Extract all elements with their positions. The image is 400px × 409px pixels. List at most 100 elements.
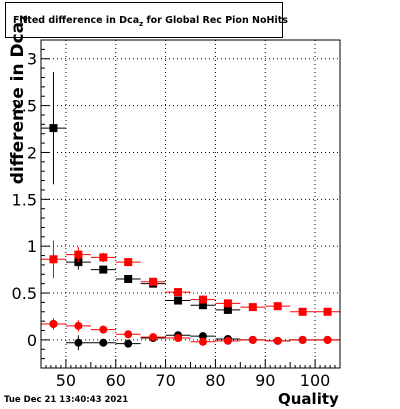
- y-axis-label-subscript: z: [16, 14, 31, 22]
- x-tick-label: 70: [155, 371, 175, 390]
- data-point: [65, 247, 91, 263]
- plot-frame: [40, 39, 341, 369]
- data-point: [215, 305, 241, 314]
- data-point: [41, 71, 66, 185]
- square-marker: [124, 274, 133, 283]
- square-marker: [198, 301, 207, 310]
- title-subscript: z: [139, 19, 144, 28]
- square-marker: [124, 258, 133, 267]
- y-axis-label: difference in Dcaz: [8, 15, 30, 184]
- square-marker: [99, 253, 108, 262]
- x-axis-label: Quality: [278, 390, 339, 408]
- data-point: [65, 320, 91, 332]
- data-point: [215, 336, 241, 345]
- x-tick-label: 60: [106, 371, 126, 390]
- circle-marker: [198, 332, 207, 341]
- data-point: [90, 338, 116, 347]
- y-tick-label: 0.5: [12, 284, 37, 303]
- data-point: [165, 288, 191, 297]
- square-marker: [174, 296, 183, 305]
- series-1: [41, 71, 241, 314]
- x-tick-label: 50: [56, 371, 76, 390]
- y-tick-label: 1: [27, 237, 37, 256]
- data-point: [240, 335, 266, 344]
- square-marker: [174, 288, 183, 297]
- y-tick-label: 2: [27, 143, 37, 162]
- title-box: Fitted difference in Dcaz for Global Rec…: [5, 2, 288, 38]
- data-point: [290, 307, 316, 316]
- data-point: [90, 265, 116, 274]
- square-marker: [248, 303, 257, 312]
- chart-title: Fitted difference in Dcaz for Global Rec…: [13, 15, 288, 28]
- data-series: [41, 71, 340, 351]
- grid-lines: [41, 40, 340, 368]
- title-suffix: for Global Rec Pion NoHits: [143, 15, 288, 26]
- data-point: [190, 295, 216, 304]
- data-point: [115, 339, 141, 348]
- data-point: [290, 335, 316, 344]
- circle-marker: [223, 336, 232, 345]
- data-point: [140, 277, 166, 286]
- circle-marker: [124, 330, 133, 339]
- circle-marker: [124, 339, 133, 348]
- axis-ticks: [40, 39, 341, 369]
- square-marker: [223, 299, 232, 308]
- square-marker: [223, 305, 232, 314]
- square-marker: [49, 255, 58, 264]
- data-point: [240, 303, 266, 312]
- data-point: [315, 335, 340, 344]
- circle-marker: [298, 335, 307, 344]
- circle-marker: [49, 319, 58, 328]
- data-point: [115, 330, 141, 339]
- y-tick-label: 2.5: [12, 97, 37, 116]
- data-point: [115, 258, 141, 267]
- circle-marker: [74, 338, 83, 347]
- square-marker: [99, 265, 108, 274]
- square-marker: [149, 277, 158, 286]
- data-point: [165, 296, 191, 305]
- timestamp: Tue Dec 21 13:40:43 2021: [4, 395, 129, 405]
- circle-marker: [99, 325, 108, 334]
- data-point: [65, 335, 91, 351]
- square-marker: [298, 307, 307, 316]
- y-tick-label: 0: [27, 331, 37, 350]
- circle-marker: [273, 336, 282, 345]
- data-point: [140, 333, 166, 342]
- data-point: [41, 318, 66, 330]
- square-marker: [323, 307, 332, 316]
- circle-marker: [74, 321, 83, 330]
- data-point: [265, 302, 291, 311]
- circle-marker: [149, 333, 158, 342]
- data-point: [190, 301, 216, 310]
- square-marker: [74, 250, 83, 259]
- y-axis-label-text: difference in Dca: [7, 21, 28, 185]
- circle-marker: [248, 335, 257, 344]
- circle-marker: [99, 338, 108, 347]
- data-point: [165, 334, 191, 343]
- x-tick-label: 90: [255, 371, 275, 390]
- series-3: [41, 319, 340, 351]
- x-tick-label: 80: [205, 371, 225, 390]
- tick-labels: 50 60 70 80 90 100 0 0.5 1 1.5 2 2.5 3: [12, 50, 331, 390]
- series-4: [41, 318, 340, 346]
- data-point: [265, 336, 291, 345]
- title-prefix: Fitted difference in Dca: [13, 15, 140, 26]
- y-tick-label: 1.5: [12, 190, 37, 209]
- x-tick-label: 100: [300, 371, 331, 390]
- y-tick-label: 3: [27, 50, 37, 69]
- series-2: [41, 240, 340, 316]
- data-point: [190, 337, 216, 346]
- square-marker: [49, 124, 58, 133]
- data-point: [215, 299, 241, 308]
- circle-marker: [323, 335, 332, 344]
- circle-marker: [198, 337, 207, 346]
- circle-marker: [174, 334, 183, 343]
- data-point: [41, 240, 66, 279]
- data-point: [315, 307, 340, 316]
- square-marker: [273, 302, 282, 311]
- square-marker: [198, 295, 207, 304]
- data-point: [90, 325, 116, 334]
- data-point: [190, 332, 216, 341]
- data-point: [115, 274, 141, 283]
